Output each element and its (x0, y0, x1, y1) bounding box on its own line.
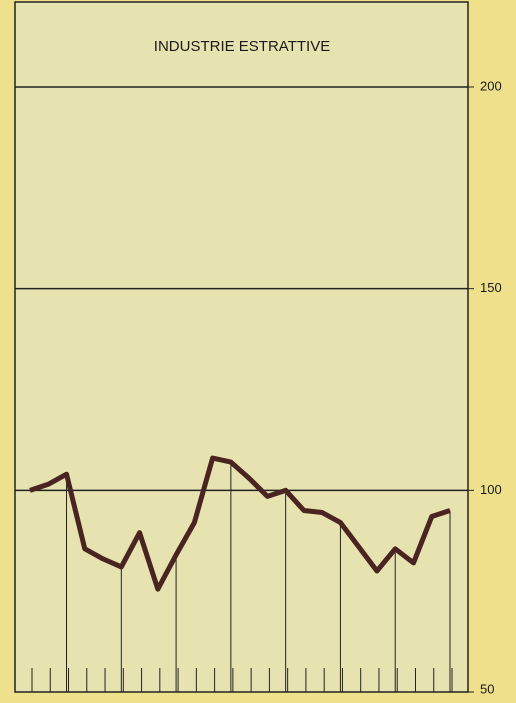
chart-title: INDUSTRIE ESTRATTIVE (154, 38, 330, 55)
plot-frame (14, 1, 469, 693)
y-tick-label: 50 (480, 681, 494, 696)
data-line (29, 455, 451, 592)
y-tick-label: 100 (480, 482, 502, 497)
y-tick-label: 150 (480, 280, 502, 295)
y-tick-label: 200 (480, 78, 502, 93)
